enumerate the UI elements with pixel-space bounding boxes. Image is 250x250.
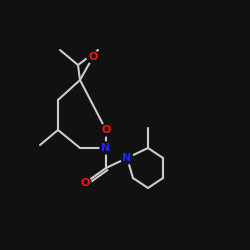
Text: O: O xyxy=(80,178,90,188)
Circle shape xyxy=(100,142,112,154)
Circle shape xyxy=(100,124,112,136)
Text: O: O xyxy=(101,125,111,135)
Circle shape xyxy=(87,51,99,63)
Text: N: N xyxy=(102,143,110,153)
Text: O: O xyxy=(88,52,98,62)
Text: N: N xyxy=(122,153,132,163)
Circle shape xyxy=(79,177,91,189)
Circle shape xyxy=(121,152,133,164)
